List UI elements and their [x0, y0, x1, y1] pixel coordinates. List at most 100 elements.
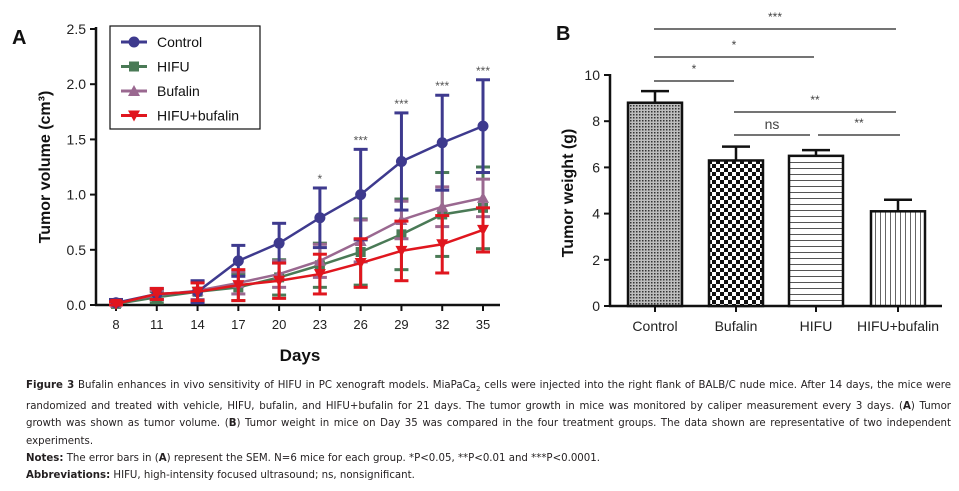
- marker-square: [129, 61, 139, 72]
- bar: [869, 210, 927, 308]
- series-line: [115, 206, 484, 306]
- legend-label: HIFU+bufalin: [157, 108, 239, 124]
- marker-triangle-up: [436, 200, 449, 212]
- y-tick-label: 2.5: [67, 21, 87, 37]
- marker-triangle-down: [232, 280, 245, 292]
- legend-item: Bufalin: [121, 83, 200, 99]
- marker-triangle-down: [273, 275, 286, 287]
- marker-triangle-down: [150, 288, 163, 300]
- marker-triangle-down: [128, 110, 140, 122]
- legend-item: HIFU: [121, 59, 190, 75]
- notes-text: ) represent the SEM. N=6 mice for each g…: [166, 452, 600, 464]
- legend-item: Control: [121, 34, 202, 50]
- figure-label: Figure 3: [26, 380, 75, 391]
- marker-circle: [314, 212, 326, 224]
- x-tick-label: Control: [632, 318, 677, 334]
- caption-panel-ref: A: [158, 452, 167, 464]
- panel-label: A: [12, 27, 26, 49]
- bar-group: [707, 145, 765, 308]
- caption-text: Bufalin enhances in vivo sensitivity of …: [74, 380, 476, 391]
- caption-text: ) Tumor growth was shown as tumor volume…: [26, 401, 951, 430]
- significance-label: **: [854, 116, 864, 130]
- y-tick-label: 2.0: [67, 76, 87, 92]
- panel-label: B: [556, 23, 570, 45]
- significance-marker: ***: [476, 64, 490, 78]
- marker-triangle-down: [191, 286, 204, 298]
- panel-b-bar-chart: B 0 2 4 6 8 10 Tumor weight (g) Control Bufalin HI…: [556, 10, 942, 334]
- x-tick-label: 32: [435, 317, 449, 332]
- y-tick-label: 0: [592, 298, 600, 314]
- significance-label: **: [810, 93, 820, 107]
- significance-bracket: *: [654, 38, 814, 58]
- x-tick-label: 29: [394, 317, 408, 332]
- caption-text: ) Tumor weight in mice on Day 35 was com…: [26, 418, 951, 447]
- y-tick-label: 8: [592, 113, 600, 129]
- marker-circle: [355, 189, 367, 201]
- significance-bracket: **: [818, 116, 900, 136]
- caption-main: Figure 3 Bufalin enhances in vivo sensit…: [26, 377, 951, 450]
- y-tick-label: 2: [592, 252, 600, 268]
- marker-triangle-down: [313, 269, 326, 281]
- y-tick-label: 1.0: [67, 187, 87, 203]
- x-tick-label: Bufalin: [715, 318, 758, 334]
- marker-circle: [128, 36, 140, 48]
- significance-label: *: [692, 62, 697, 76]
- legend-label: Control: [157, 34, 202, 50]
- significance-label: ns: [765, 116, 780, 132]
- y-axis-title: Tumor volume (cm³): [37, 91, 54, 244]
- x-tick-label: 20: [272, 317, 286, 332]
- caption-text: cells were injected into the right flank…: [26, 380, 951, 413]
- marker-circle: [273, 237, 285, 249]
- y-tick-label: 0.0: [67, 297, 87, 313]
- marker-triangle-up: [477, 191, 489, 203]
- marker-triangle-down: [436, 239, 449, 251]
- y-tick-label: 1.5: [67, 131, 87, 147]
- marker-circle: [477, 120, 489, 132]
- marker-circle: [436, 137, 448, 149]
- caption-panel-ref: B: [228, 418, 237, 430]
- bar-group: [626, 89, 684, 308]
- x-tick-label: 23: [313, 317, 327, 332]
- y-axis-title: Tumor weight (g): [560, 129, 577, 258]
- legend: Control HIFU Bufalin HIFU+bufalin: [109, 25, 261, 130]
- x-tick-label: 17: [231, 317, 245, 332]
- significance-label: ***: [768, 10, 782, 24]
- series-hifu: [109, 165, 490, 309]
- x-tick-label: HIFU: [800, 318, 833, 334]
- panel-a-line-chart: A 0.0 0.5 1.0 1.5 2.0 2.5 8 11 14 17 20 23 26 29 32 35 Da…: [12, 21, 500, 365]
- significance-label: *: [732, 38, 737, 52]
- significance-bracket: **: [734, 93, 896, 113]
- x-tick-label: HIFU+bufalin: [857, 318, 939, 334]
- x-axis-title: Days: [280, 346, 321, 365]
- bar: [787, 154, 845, 308]
- significance-bracket: ***: [654, 10, 896, 30]
- legend-item: HIFU+bufalin: [121, 108, 239, 124]
- marker-circle: [232, 255, 244, 267]
- abbreviations-text: HIFU, high-intensity focused ultrasound;…: [110, 470, 415, 482]
- marker-triangle-down: [110, 298, 122, 310]
- y-tick-label: 4: [592, 206, 600, 222]
- x-tick-label: 26: [353, 317, 367, 332]
- marker-triangle-down: [354, 258, 367, 270]
- series-hifu-bufalin: [109, 206, 490, 310]
- series-bufalin: [109, 177, 490, 308]
- marker-triangle-down: [477, 224, 489, 236]
- significance-bracket: *: [654, 62, 734, 82]
- significance-marker: *: [318, 172, 323, 186]
- bar: [626, 101, 684, 308]
- notes-text: The error bars in (: [63, 452, 159, 464]
- bar-group: [869, 198, 927, 308]
- x-tick-label: 11: [150, 317, 164, 332]
- caption-abbreviations: Abbreviations: HIFU, high-intensity focu…: [26, 467, 951, 484]
- significance-marker: ***: [354, 133, 368, 147]
- figure-caption: Figure 3 Bufalin enhances in vivo sensit…: [26, 377, 951, 484]
- y-tick-label: 0.5: [67, 242, 87, 258]
- notes-label: Notes:: [26, 452, 64, 464]
- significance-marker: ***: [435, 79, 449, 93]
- y-tick-label: 10: [584, 67, 600, 83]
- x-tick-label: 14: [190, 317, 204, 332]
- marker-triangle-down: [395, 245, 408, 257]
- x-tick-label: 8: [112, 317, 119, 332]
- significance-bracket: ns: [734, 116, 810, 136]
- x-tick-label: 35: [476, 317, 490, 332]
